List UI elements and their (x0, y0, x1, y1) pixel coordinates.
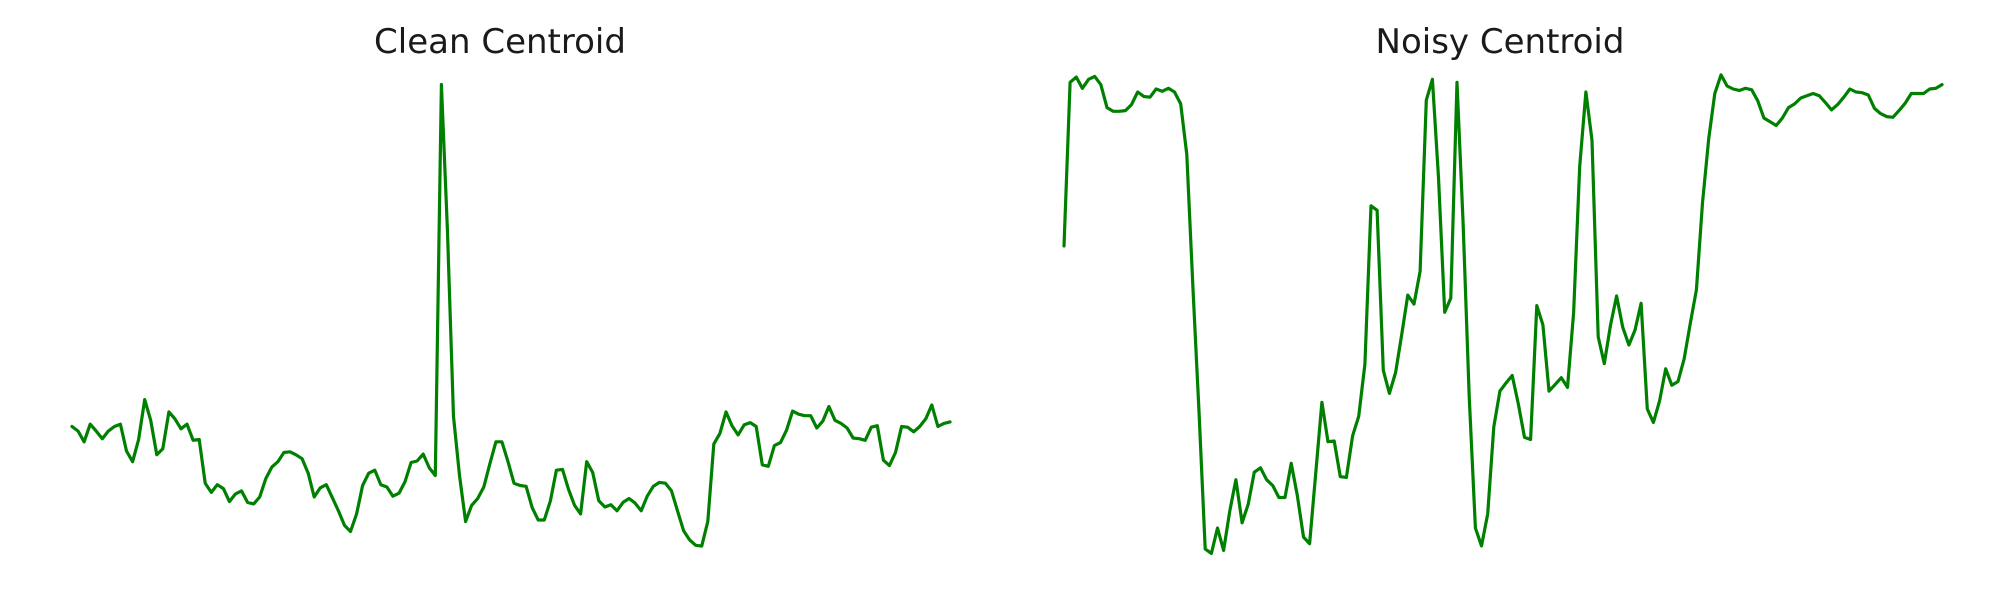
plot-area-noisy (1062, 73, 1944, 556)
plot-area-clean (70, 82, 952, 548)
series-line-clean (70, 82, 952, 548)
chart-panel-noisy: Noisy Centroid (1000, 0, 2000, 600)
series-line-noisy (1062, 73, 1944, 556)
chart-title-noisy: Noisy Centroid (1375, 22, 1625, 62)
chart-panel-clean: Clean Centroid (70, 22, 952, 548)
chart-title-clean: Clean Centroid (374, 22, 626, 62)
